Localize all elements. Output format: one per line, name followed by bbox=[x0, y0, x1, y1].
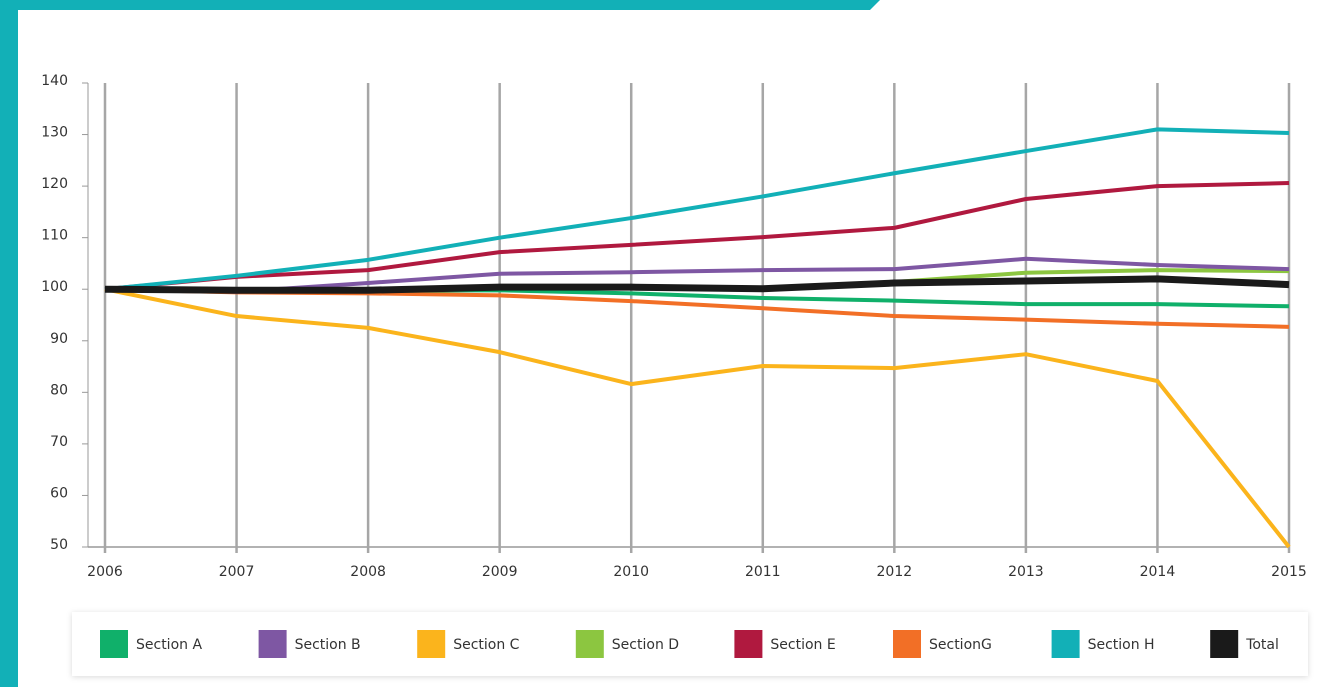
side-stripe bbox=[0, 0, 18, 687]
x-tick-label: 2009 bbox=[482, 564, 518, 580]
x-tick-label: 2012 bbox=[877, 564, 913, 580]
x-tick-label: 2011 bbox=[745, 564, 781, 580]
y-tick-label: 60 bbox=[50, 485, 68, 501]
legend-swatch bbox=[258, 630, 287, 658]
y-tick-label: 90 bbox=[50, 331, 68, 347]
legend-label: Section H bbox=[1088, 637, 1155, 653]
legend-label: Total bbox=[1245, 637, 1279, 653]
x-tick-label: 2015 bbox=[1271, 564, 1307, 580]
legend-label: Section A bbox=[136, 637, 202, 653]
legend-swatch bbox=[893, 630, 921, 658]
x-tick-label: 2010 bbox=[613, 564, 649, 580]
y-tick-label: 80 bbox=[50, 382, 68, 398]
legend-label: Section B bbox=[295, 637, 361, 653]
legend-swatch bbox=[417, 630, 446, 658]
top-banner bbox=[18, 0, 880, 10]
y-tick-label: 120 bbox=[41, 176, 68, 192]
y-tick-label: 130 bbox=[41, 125, 68, 141]
y-tick-label: 100 bbox=[41, 279, 68, 295]
legend-swatch bbox=[1210, 630, 1239, 658]
series-line bbox=[104, 287, 1291, 549]
legend-swatch bbox=[734, 630, 763, 658]
x-tick-label: 2006 bbox=[87, 564, 123, 580]
y-tick-label: 70 bbox=[50, 434, 68, 450]
y-tick-label: 110 bbox=[41, 228, 68, 244]
legend-label: Section E bbox=[770, 637, 835, 653]
legend-swatch bbox=[100, 630, 128, 658]
series-line bbox=[104, 181, 1290, 292]
y-tick-label: 50 bbox=[50, 537, 68, 553]
x-tick-label: 2007 bbox=[219, 564, 255, 580]
legend-label: SectionG bbox=[929, 637, 992, 653]
x-tick-label: 2008 bbox=[350, 564, 386, 580]
series-line bbox=[104, 127, 1290, 292]
legend-swatch bbox=[575, 630, 604, 658]
legend-label: Section C bbox=[453, 637, 519, 653]
series-line bbox=[104, 275, 1290, 294]
legend-swatch bbox=[1051, 630, 1080, 658]
legend-label: Section D bbox=[612, 637, 679, 653]
x-tick-label: 2014 bbox=[1140, 564, 1176, 580]
y-tick-label: 140 bbox=[41, 73, 68, 89]
x-tick-label: 2013 bbox=[1008, 564, 1044, 580]
